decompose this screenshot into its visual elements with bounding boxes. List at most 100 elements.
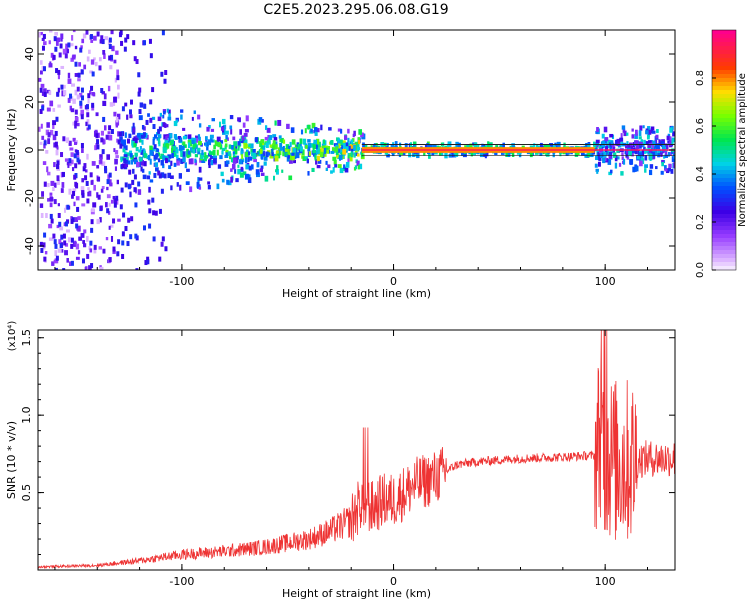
heatmap-cell <box>163 78 167 84</box>
colorbar-segment <box>712 230 736 235</box>
heatmap-cell <box>353 144 356 151</box>
heatmap-cell <box>54 141 58 147</box>
heatmap-cell <box>83 64 87 70</box>
heatmap-cell <box>133 159 138 165</box>
heatmap-cell <box>74 45 78 50</box>
heatmap-cell <box>39 203 44 208</box>
heatmap-cell <box>41 191 45 197</box>
heatmap-cell <box>133 174 137 180</box>
heatmap-cell <box>220 126 224 131</box>
heatmap-cell <box>219 140 224 144</box>
heatmap-cell <box>662 143 665 150</box>
heatmap-cell <box>99 157 103 164</box>
heatmap-cell <box>74 120 78 126</box>
heatmap-cell <box>282 145 285 152</box>
heatmap-cell <box>117 218 121 222</box>
heatmap-cell <box>131 139 135 146</box>
heatmap-cell <box>96 192 99 198</box>
heatmap-cell <box>133 187 137 193</box>
heatmap-cell <box>170 139 175 145</box>
heatmap-cell <box>129 150 133 155</box>
heatmap-cell <box>166 144 170 149</box>
heatmap-cell <box>132 40 136 46</box>
heatmap-cell <box>138 149 142 153</box>
heatmap-cell <box>101 149 105 155</box>
heatmap-cell <box>271 152 274 157</box>
heatmap-cell <box>42 33 46 39</box>
heatmap-cell <box>81 147 84 153</box>
heatmap-cell <box>312 151 317 157</box>
heatmap-cell <box>310 128 313 133</box>
heatmap-cell <box>96 165 100 169</box>
heatmap-cell <box>300 129 304 135</box>
heatmap-cell <box>68 188 72 195</box>
heatmap-cell <box>667 152 670 157</box>
heatmap-cell <box>245 164 250 170</box>
heatmap-cell <box>217 142 221 148</box>
heatmap-cell <box>228 144 232 149</box>
heatmap-cell <box>151 197 155 203</box>
heatmap-cell <box>330 150 335 154</box>
colorbar-segment <box>712 226 736 231</box>
heatmap-cell <box>409 142 413 149</box>
heatmap-cell <box>167 154 172 159</box>
colorbar-segment <box>712 62 736 67</box>
heatmap-cell <box>651 144 654 149</box>
heatmap-cell <box>664 143 667 149</box>
heatmap-cell <box>603 151 607 158</box>
heatmap-cell <box>339 154 343 160</box>
heatmap-cell <box>149 149 153 156</box>
colorbar-segment <box>712 254 736 259</box>
heatmap-cell <box>164 70 168 76</box>
heatmap-cell <box>67 162 70 168</box>
heatmap-cell <box>232 136 236 141</box>
heatmap-cell <box>207 153 212 157</box>
heatmap-cell <box>46 166 49 173</box>
heatmap-cell <box>38 77 42 82</box>
heatmap-cell <box>54 46 58 52</box>
heatmap-cell <box>41 37 45 41</box>
heatmap-cell <box>132 122 135 128</box>
heatmap-cell <box>79 92 83 98</box>
heatmap-cell <box>197 147 201 152</box>
heatmap-cell <box>244 157 248 164</box>
heatmap-cell <box>158 126 162 132</box>
colorbar-segment <box>712 66 736 71</box>
heatmap-cell <box>109 102 114 107</box>
x-tick-label: 100 <box>595 575 616 588</box>
heatmap-cell <box>248 151 251 156</box>
heatmap-cell <box>134 202 138 208</box>
heatmap-cell <box>212 149 216 156</box>
heatmap-cell <box>635 130 638 136</box>
colorbar-segment <box>712 114 736 119</box>
heatmap-cell <box>52 124 55 129</box>
heatmap-cell <box>664 154 669 158</box>
heatmap-cell <box>152 210 156 216</box>
heatmap-cell <box>132 168 135 174</box>
heatmap-cell <box>119 136 123 142</box>
heatmap-cell <box>272 153 277 159</box>
heatmap-cell <box>74 141 78 145</box>
heatmap-cell <box>85 266 88 270</box>
heatmap-cell <box>70 237 74 243</box>
heatmap-cell <box>299 146 303 152</box>
heatmap-cell <box>229 115 234 120</box>
heatmap-cell <box>225 152 229 157</box>
heatmap-cell <box>285 152 288 156</box>
heatmap-cell <box>661 161 665 167</box>
heatmap-cell <box>42 242 46 248</box>
heatmap-cell <box>651 130 656 134</box>
colorbar-segment <box>712 42 736 47</box>
heatmap-cell <box>119 204 123 210</box>
heatmap-cell <box>126 34 130 40</box>
heatmap-cell <box>219 121 222 128</box>
heatmap-cell <box>340 129 343 134</box>
heatmap-cell <box>41 135 45 140</box>
heatmap-cell <box>65 229 70 233</box>
heatmap-cell <box>649 164 654 169</box>
heatmap-cell <box>39 108 43 114</box>
heatmap-cell <box>455 151 459 157</box>
heatmap-cell <box>135 146 139 152</box>
heatmap-cell <box>103 93 107 100</box>
heatmap-cell <box>451 152 454 158</box>
